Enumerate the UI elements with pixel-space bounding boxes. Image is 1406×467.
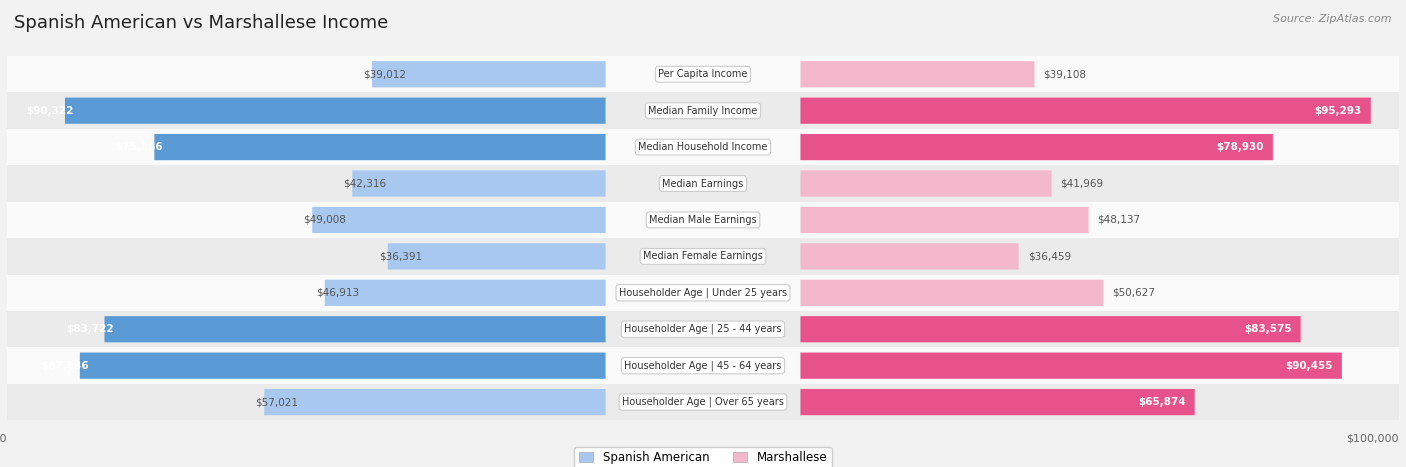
FancyBboxPatch shape [7, 311, 606, 347]
FancyBboxPatch shape [800, 202, 1399, 238]
Text: $41,969: $41,969 [1060, 178, 1104, 189]
FancyBboxPatch shape [800, 61, 1035, 87]
Text: $46,913: $46,913 [316, 288, 359, 298]
Text: $36,459: $36,459 [1028, 251, 1071, 262]
FancyBboxPatch shape [312, 207, 606, 233]
FancyBboxPatch shape [606, 92, 800, 129]
Text: Median Household Income: Median Household Income [638, 142, 768, 152]
Text: $83,722: $83,722 [66, 324, 114, 334]
FancyBboxPatch shape [606, 56, 800, 92]
Text: Source: ZipAtlas.com: Source: ZipAtlas.com [1274, 14, 1392, 24]
FancyBboxPatch shape [800, 384, 1399, 420]
FancyBboxPatch shape [264, 389, 606, 415]
FancyBboxPatch shape [800, 347, 1399, 384]
FancyBboxPatch shape [800, 311, 1399, 347]
FancyBboxPatch shape [373, 61, 606, 87]
FancyBboxPatch shape [606, 202, 800, 238]
Text: $90,322: $90,322 [27, 106, 75, 116]
FancyBboxPatch shape [606, 129, 800, 165]
FancyBboxPatch shape [65, 98, 606, 124]
Text: $36,391: $36,391 [378, 251, 422, 262]
FancyBboxPatch shape [800, 243, 1019, 269]
FancyBboxPatch shape [606, 384, 800, 420]
FancyBboxPatch shape [800, 165, 1399, 202]
Text: Per Capita Income: Per Capita Income [658, 69, 748, 79]
FancyBboxPatch shape [800, 92, 1399, 129]
FancyBboxPatch shape [800, 98, 1371, 124]
Text: $48,137: $48,137 [1098, 215, 1140, 225]
FancyBboxPatch shape [800, 170, 1052, 197]
FancyBboxPatch shape [800, 316, 1301, 342]
FancyBboxPatch shape [800, 129, 1399, 165]
FancyBboxPatch shape [606, 275, 800, 311]
Text: $42,316: $42,316 [343, 178, 387, 189]
FancyBboxPatch shape [7, 129, 606, 165]
Text: $90,455: $90,455 [1285, 361, 1333, 371]
FancyBboxPatch shape [800, 353, 1341, 379]
Text: Median Family Income: Median Family Income [648, 106, 758, 116]
Text: $83,575: $83,575 [1244, 324, 1292, 334]
FancyBboxPatch shape [7, 165, 606, 202]
Text: $39,108: $39,108 [1043, 69, 1087, 79]
Text: Median Earnings: Median Earnings [662, 178, 744, 189]
FancyBboxPatch shape [7, 56, 606, 92]
FancyBboxPatch shape [325, 280, 606, 306]
FancyBboxPatch shape [353, 170, 606, 197]
FancyBboxPatch shape [800, 275, 1399, 311]
Text: $87,836: $87,836 [41, 361, 89, 371]
Text: $39,012: $39,012 [363, 69, 406, 79]
FancyBboxPatch shape [800, 238, 1399, 275]
FancyBboxPatch shape [606, 311, 800, 347]
FancyBboxPatch shape [800, 56, 1399, 92]
Text: $100,000: $100,000 [0, 433, 7, 443]
FancyBboxPatch shape [800, 134, 1272, 160]
FancyBboxPatch shape [606, 347, 800, 384]
FancyBboxPatch shape [155, 134, 606, 160]
Text: $50,627: $50,627 [1112, 288, 1156, 298]
Legend: Spanish American, Marshallese: Spanish American, Marshallese [574, 446, 832, 467]
FancyBboxPatch shape [7, 384, 606, 420]
Text: Householder Age | 25 - 44 years: Householder Age | 25 - 44 years [624, 324, 782, 334]
FancyBboxPatch shape [7, 238, 606, 275]
Text: Median Female Earnings: Median Female Earnings [643, 251, 763, 262]
Text: $95,293: $95,293 [1315, 106, 1362, 116]
Text: $78,930: $78,930 [1216, 142, 1264, 152]
Text: $65,874: $65,874 [1137, 397, 1185, 407]
Text: Householder Age | Under 25 years: Householder Age | Under 25 years [619, 288, 787, 298]
FancyBboxPatch shape [800, 389, 1195, 415]
FancyBboxPatch shape [606, 165, 800, 202]
Text: Spanish American vs Marshallese Income: Spanish American vs Marshallese Income [14, 14, 388, 32]
FancyBboxPatch shape [7, 347, 606, 384]
Text: $49,008: $49,008 [304, 215, 346, 225]
FancyBboxPatch shape [104, 316, 606, 342]
FancyBboxPatch shape [7, 92, 606, 129]
FancyBboxPatch shape [606, 238, 800, 275]
Text: Householder Age | Over 65 years: Householder Age | Over 65 years [621, 397, 785, 407]
FancyBboxPatch shape [7, 275, 606, 311]
FancyBboxPatch shape [7, 202, 606, 238]
FancyBboxPatch shape [800, 280, 1104, 306]
Text: $100,000: $100,000 [1347, 433, 1399, 443]
Text: $75,386: $75,386 [115, 142, 163, 152]
Text: $57,021: $57,021 [256, 397, 298, 407]
FancyBboxPatch shape [800, 207, 1088, 233]
Text: Median Male Earnings: Median Male Earnings [650, 215, 756, 225]
FancyBboxPatch shape [388, 243, 606, 269]
FancyBboxPatch shape [80, 353, 606, 379]
Text: Householder Age | 45 - 64 years: Householder Age | 45 - 64 years [624, 361, 782, 371]
